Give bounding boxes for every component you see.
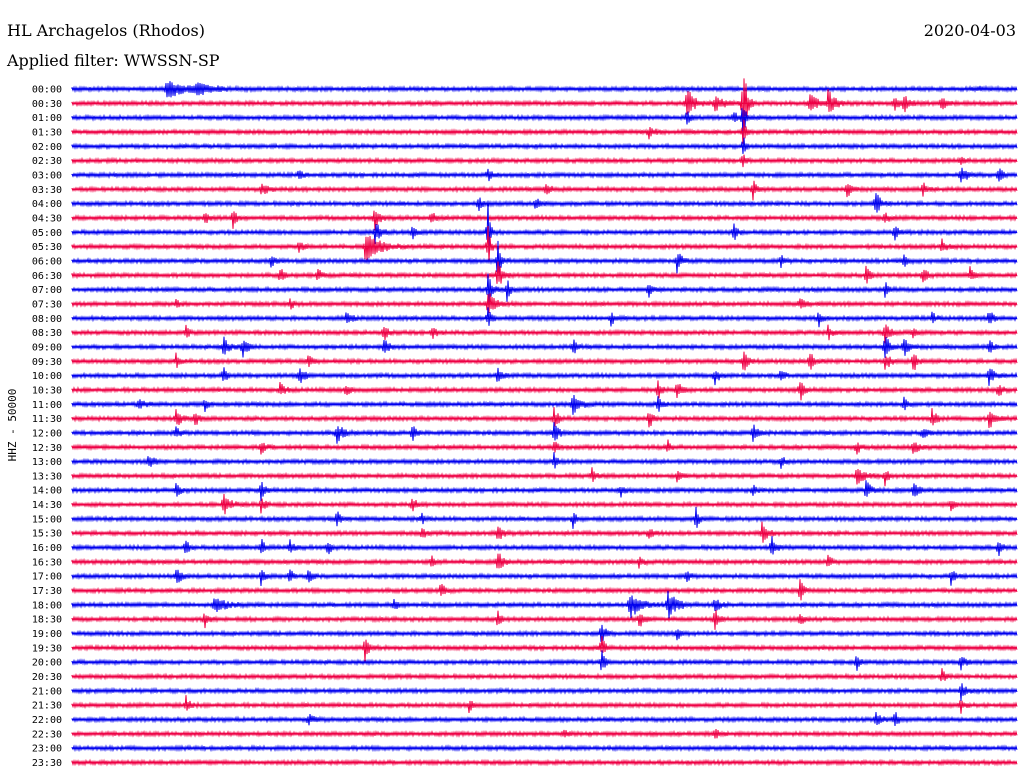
time-label: 21:00 bbox=[32, 686, 62, 697]
time-label: 10:00 bbox=[32, 371, 62, 382]
time-label: 00:00 bbox=[32, 85, 62, 96]
seismic-trace-row bbox=[71, 307, 1018, 328]
time-label: 09:00 bbox=[32, 342, 62, 353]
time-label: 17:30 bbox=[32, 586, 62, 597]
time-label: 15:30 bbox=[32, 529, 62, 540]
time-label: 00:30 bbox=[32, 99, 62, 110]
seismic-trace-row bbox=[71, 193, 1018, 213]
seismic-trace-row bbox=[71, 683, 1018, 701]
seismic-trace-row bbox=[71, 407, 1018, 429]
seismic-trace-row bbox=[71, 521, 1018, 543]
time-label: 14:30 bbox=[32, 500, 62, 511]
seismic-trace-row bbox=[71, 108, 1018, 140]
time-label: 12:30 bbox=[32, 443, 62, 454]
seismic-trace-row bbox=[71, 569, 1018, 587]
time-label: 07:30 bbox=[32, 299, 62, 310]
time-label: 18:30 bbox=[32, 615, 62, 626]
trace-rows bbox=[71, 78, 1018, 767]
time-label: 22:30 bbox=[32, 729, 62, 740]
time-label: 02:30 bbox=[32, 156, 62, 167]
time-label: 09:30 bbox=[32, 357, 62, 368]
seismic-trace-row bbox=[71, 579, 1018, 601]
time-label: 06:00 bbox=[32, 256, 62, 267]
seismic-trace-row bbox=[71, 695, 1018, 714]
seismic-trace-row bbox=[71, 467, 1018, 487]
seismic-trace-row bbox=[71, 590, 1018, 620]
seismic-trace-row bbox=[71, 210, 1018, 231]
seismic-trace-row bbox=[71, 293, 1018, 314]
time-label: 03:30 bbox=[32, 185, 62, 196]
time-label: 04:00 bbox=[32, 199, 62, 210]
seismic-trace-row bbox=[71, 324, 1018, 344]
time-label: 23:30 bbox=[32, 758, 62, 769]
time-label: 05:30 bbox=[32, 242, 62, 253]
time-label: 20:30 bbox=[32, 672, 62, 683]
time-label: 02:00 bbox=[32, 142, 62, 153]
seismic-trace-row bbox=[71, 261, 1018, 284]
seismic-trace-row bbox=[71, 452, 1018, 469]
seismic-trace-row bbox=[71, 506, 1018, 529]
seismic-trace-row bbox=[71, 367, 1018, 386]
time-label: 13:00 bbox=[32, 457, 62, 468]
time-label: 18:00 bbox=[32, 600, 62, 611]
time-label: 05:00 bbox=[32, 228, 62, 239]
record-date: 2020-04-03 bbox=[924, 21, 1016, 40]
time-label: 17:00 bbox=[32, 572, 62, 583]
time-label: 08:30 bbox=[32, 328, 62, 339]
time-label: 11:00 bbox=[32, 400, 62, 411]
time-label: 19:00 bbox=[32, 629, 62, 640]
seismic-trace-row bbox=[71, 636, 1018, 662]
time-label: 04:30 bbox=[32, 213, 62, 224]
time-label: 06:30 bbox=[32, 271, 62, 282]
time-label: 08:00 bbox=[32, 314, 62, 325]
time-label: 21:30 bbox=[32, 701, 62, 712]
seismic-trace-row bbox=[71, 273, 1018, 303]
time-label: 16:00 bbox=[32, 543, 62, 554]
time-label: 20:00 bbox=[32, 658, 62, 669]
time-label: 10:30 bbox=[32, 385, 62, 396]
seismic-trace-row bbox=[71, 650, 1018, 671]
filter-label: Applied filter: WWSSN-SP bbox=[6, 51, 220, 70]
y-axis-label: HHZ - 50000 bbox=[6, 389, 19, 462]
time-label: 19:30 bbox=[32, 643, 62, 654]
time-label: 11:30 bbox=[32, 414, 62, 425]
time-label: 01:30 bbox=[32, 127, 62, 138]
time-label: 13:30 bbox=[32, 471, 62, 482]
time-label: 23:00 bbox=[32, 744, 62, 755]
time-label: 22:00 bbox=[32, 715, 62, 726]
time-label: 14:00 bbox=[32, 486, 62, 497]
station-title: HL Archagelos (Rhodos) bbox=[7, 21, 205, 40]
time-label: 16:30 bbox=[32, 557, 62, 568]
time-label: 03:00 bbox=[32, 170, 62, 181]
time-label: 12:00 bbox=[32, 428, 62, 439]
time-label: 07:00 bbox=[32, 285, 62, 296]
seismic-trace-row bbox=[71, 668, 1018, 682]
time-tick-labels: 00:00 00:30 01:00 01:30 02:00 02:30 03:00 03:30… bbox=[32, 85, 62, 770]
time-label: 15:00 bbox=[32, 514, 62, 525]
time-label: 01:00 bbox=[32, 113, 62, 124]
seismic-trace-row bbox=[71, 536, 1018, 557]
seismic-trace-row bbox=[71, 553, 1018, 569]
